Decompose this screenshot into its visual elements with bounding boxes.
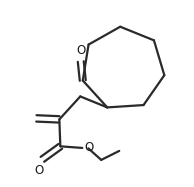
Text: O: O xyxy=(76,44,85,56)
Text: O: O xyxy=(84,141,94,154)
Text: O: O xyxy=(35,164,44,177)
